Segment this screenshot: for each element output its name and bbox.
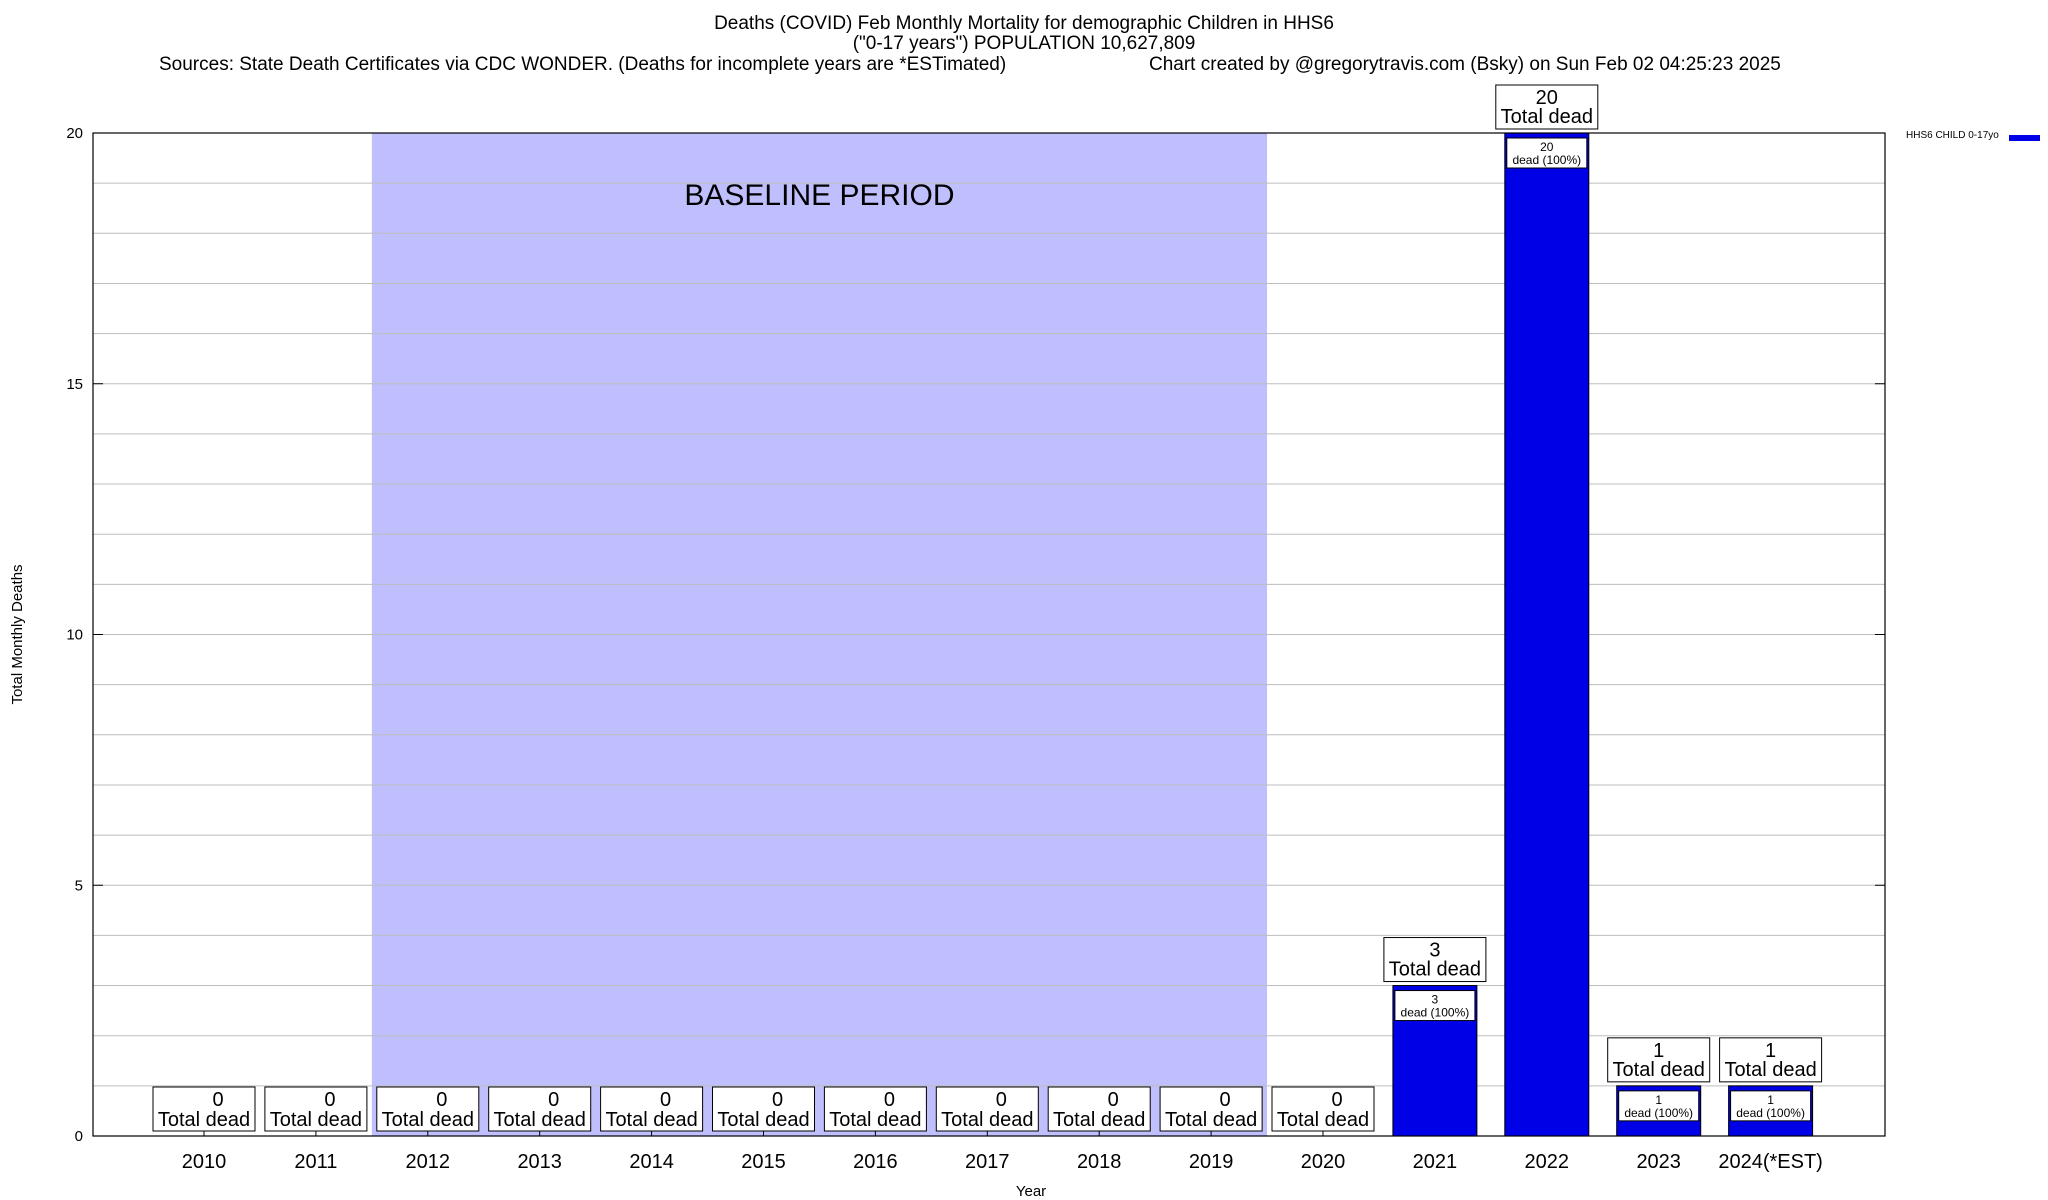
plot-frame	[92, 132, 1886, 1137]
bar-total-label-text: Total dead	[270, 1109, 362, 1131]
bar-total-label-box	[1047, 1086, 1151, 1132]
bar-total-label-count: 0	[1108, 1089, 1119, 1111]
bar-inner-label-box	[1730, 1090, 1812, 1122]
x-tick-label: 2024(*EST)	[1718, 1151, 1823, 1173]
bar-total-label-text: Total dead	[1724, 1059, 1816, 1081]
bar-total-label-box	[1271, 1086, 1375, 1132]
y-tick-label: 5	[75, 877, 83, 894]
y-tick-label: 0	[75, 1128, 83, 1145]
x-tick-label: 2020	[1301, 1151, 1346, 1173]
x-tick-label: 2022	[1525, 1151, 1570, 1173]
y-tick-label: 10	[66, 627, 83, 644]
legend-series-label: HHS6 CHILD 0-17yo	[1906, 130, 1999, 141]
bar-total-label-count: 0	[548, 1089, 559, 1111]
bar-total-label-text: Total dead	[941, 1109, 1033, 1131]
bar-inner-label-count: 3	[1432, 993, 1439, 1007]
bar-total-label-count: 1	[1653, 1040, 1664, 1062]
x-tick-label: 2016	[853, 1151, 898, 1173]
bar-inner-label-box	[1506, 137, 1588, 169]
bar-total-label-count: 20	[1536, 87, 1558, 109]
bar-total-label-text: Total dead	[717, 1109, 809, 1131]
bar-total-label-count: 0	[1220, 1089, 1231, 1111]
bar-total-label-text: Total dead	[158, 1109, 250, 1131]
chart-sources: Sources: State Death Certificates via CD…	[159, 54, 1007, 75]
x-tick-label: 2010	[182, 1151, 227, 1173]
bar-inner-label-count: 20	[1540, 140, 1554, 154]
bar-total-label-text: Total dead	[382, 1109, 474, 1131]
bar-total-label-text: Total dead	[1613, 1059, 1705, 1081]
bar-total-label-text: Total dead	[1053, 1109, 1145, 1131]
bar-total-label-count: 0	[324, 1089, 335, 1111]
x-tick-label: 2017	[965, 1151, 1010, 1173]
bar-inner-label-text: dead (100%)	[1624, 1106, 1693, 1120]
bar-total-label-box	[264, 1086, 368, 1132]
bar-inner-label-count: 1	[1767, 1093, 1774, 1107]
x-tick-label: 2019	[1189, 1151, 1234, 1173]
bar-total-label-box	[935, 1086, 1039, 1132]
x-tick-label: 2018	[1077, 1151, 1122, 1173]
bar-total-label-box	[712, 1086, 815, 1132]
bar	[1504, 132, 1590, 1137]
bar-total-label-count: 0	[996, 1089, 1007, 1111]
bar-inner-label-box	[1618, 1090, 1700, 1122]
y-tick-label: 20	[66, 125, 83, 142]
x-tick-label: 2023	[1636, 1151, 1681, 1173]
bar-total-label-box	[152, 1086, 256, 1132]
chart-title-line-2: ("0-17 years") POPULATION 10,627,809	[852, 33, 1196, 54]
bar-total-label-count: 1	[1765, 1040, 1776, 1062]
x-tick-label: 2013	[517, 1151, 562, 1173]
bar-total-label-count: 3	[1429, 940, 1440, 962]
x-axis-label: Year	[1016, 1183, 1046, 1200]
bar-total-label-text: Total dead	[1389, 959, 1481, 981]
y-axis-label: Total Monthly Deaths	[9, 564, 26, 704]
bar-total-label-count: 0	[436, 1089, 447, 1111]
x-tick-label: 2012	[406, 1151, 451, 1173]
bar-total-label-box	[823, 1086, 927, 1132]
x-tick-label: 2021	[1413, 1151, 1458, 1173]
bar-total-label-text: Total dead	[1277, 1109, 1369, 1131]
bar-total-label-count: 0	[884, 1089, 895, 1111]
bar-total-label-count: 0	[660, 1089, 671, 1111]
bar-total-label-text: Total dead	[1165, 1109, 1257, 1131]
legend-series-swatch	[2009, 135, 2040, 141]
x-tick-label: 2011	[294, 1151, 337, 1173]
bar-total-label-count: 0	[212, 1089, 223, 1111]
bar-total-label-box	[1159, 1086, 1263, 1132]
y-tick-label: 15	[66, 376, 83, 393]
bar-total-label-box	[1719, 1037, 1823, 1083]
bar-total-label-box	[488, 1086, 592, 1132]
chart-credit: Chart created by @gregorytravis.com (Bsk…	[1149, 54, 1781, 75]
bar-inner-label-count: 1	[1655, 1093, 1662, 1107]
bar-total-label-count: 0	[1331, 1089, 1342, 1111]
bar-total-label-box	[376, 1086, 480, 1132]
bar-total-label-text: Total dead	[829, 1109, 921, 1131]
bar-total-label-text: Total dead	[1501, 106, 1593, 128]
bar-total-label-box	[1495, 84, 1599, 130]
bar-total-label-count: 0	[772, 1089, 783, 1111]
bar-total-label-box	[1383, 937, 1487, 983]
baseline-period-label: BASELINE PERIOD	[684, 179, 954, 212]
bar-inner-label-box	[1394, 990, 1476, 1022]
x-tick-label: 2015	[741, 1151, 786, 1173]
bar-total-label-box	[1607, 1037, 1711, 1083]
bar-inner-label-text: dead (100%)	[1736, 1106, 1805, 1120]
x-tick-label: 2014	[629, 1151, 674, 1173]
chart-title-line-1: Deaths (COVID) Feb Monthly Mortality for…	[714, 13, 1334, 34]
bar-total-label-text: Total dead	[605, 1109, 697, 1131]
bar-total-label-box	[600, 1086, 704, 1132]
bar-total-label-text: Total dead	[494, 1109, 586, 1131]
bar-inner-label-text: dead (100%)	[1401, 1006, 1470, 1020]
bar-inner-label-text: dead (100%)	[1512, 153, 1581, 167]
